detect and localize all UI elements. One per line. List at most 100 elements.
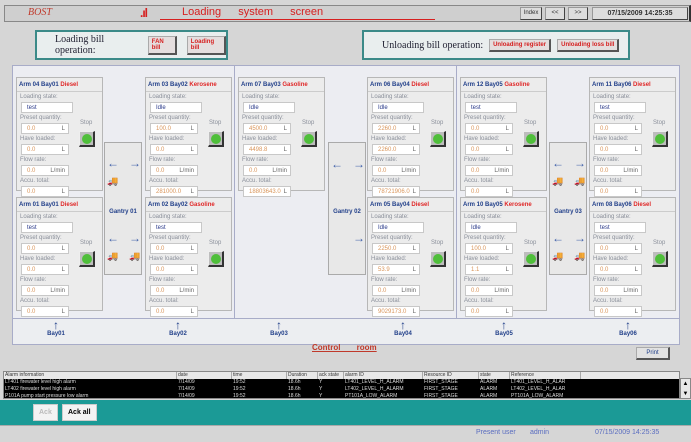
arm-id: Arm 01 xyxy=(19,202,40,208)
product: Diesel xyxy=(60,202,79,208)
loaded-label: Have loaded: xyxy=(371,256,407,262)
preset-label: Preset quantity: xyxy=(242,115,284,121)
scroll-up-icon[interactable]: ▲ xyxy=(682,381,689,387)
index-button[interactable]: Index xyxy=(520,7,542,20)
total-value: 0.0 xyxy=(27,189,36,195)
arrow-right-icon[interactable]: → xyxy=(574,231,586,245)
arrow-right-icon[interactable]: → xyxy=(129,231,141,245)
arrow-right-icon[interactable]: → xyxy=(574,156,586,170)
preset-field: 0.0 L xyxy=(21,243,69,254)
bay-label: Bay05 xyxy=(495,331,513,337)
stop-button[interactable] xyxy=(208,131,224,147)
flow-field: 0.0 L/min xyxy=(21,285,69,296)
alarm-scrollbar[interactable]: ▲ ▼ xyxy=(680,378,691,399)
alarm-cell: 19:52 xyxy=(233,379,246,385)
alarm-row[interactable]: LT401 firewater level high alarm 7/14/09 1… xyxy=(4,379,679,386)
bay-row xyxy=(13,318,679,344)
bay-marker: ↑ Bay06 xyxy=(608,318,648,337)
column-header[interactable]: Reference xyxy=(510,372,581,379)
control-room-link[interactable]: Control room xyxy=(312,343,377,352)
arrow-left-icon[interactable]: ← xyxy=(107,156,119,170)
loaded-field: 0.0 L xyxy=(465,144,513,155)
stop-button[interactable] xyxy=(652,251,668,267)
fan-bill-button[interactable]: FAN bill xyxy=(147,35,177,55)
unit-label: L xyxy=(61,309,65,315)
loaded-label: Have loaded: xyxy=(20,256,56,262)
column-header[interactable]: ack state xyxy=(318,372,344,379)
column-header[interactable]: time xyxy=(232,372,287,379)
column-header[interactable]: Duration xyxy=(287,372,318,379)
stop-button[interactable] xyxy=(652,131,668,147)
arrow-right-icon[interactable]: → xyxy=(353,231,365,245)
scroll-down-icon[interactable]: ▼ xyxy=(682,391,689,397)
flow-field: 0.0 L/min xyxy=(594,285,642,296)
unloading-register-button[interactable]: Unloading register xyxy=(489,38,552,52)
stop-button[interactable] xyxy=(523,131,539,147)
total-label: Accu. total: xyxy=(149,178,179,184)
stop-button[interactable] xyxy=(208,251,224,267)
arrow-left-icon[interactable]: ← xyxy=(552,231,564,245)
unit-label: L xyxy=(634,309,638,315)
column-header[interactable]: state xyxy=(479,372,510,379)
arrow-right-icon[interactable]: → xyxy=(353,157,365,171)
signal-icon: .ıl xyxy=(140,6,148,20)
stop-button[interactable] xyxy=(79,251,95,267)
unloading-loss-bill-button[interactable]: Unloading loss bill xyxy=(557,38,620,52)
preset-field: 2260.0 L xyxy=(372,123,420,134)
arrow-left-icon[interactable]: ← xyxy=(552,156,564,170)
loaded-value: 1.1 xyxy=(471,267,480,273)
unit-label: L xyxy=(190,147,194,153)
column-header[interactable]: alarm ID xyxy=(344,372,423,379)
loading-ops-label: Loading bill operation: xyxy=(55,34,105,56)
title-bar xyxy=(4,5,691,22)
unloading-ops-label: Unloading bill operation: xyxy=(382,39,484,51)
unit-label: L/min xyxy=(179,288,194,294)
loaded-label: Have loaded: xyxy=(371,136,407,142)
loading-bill-button[interactable]: Loading bill xyxy=(186,35,226,55)
arm-id: Arm 02 xyxy=(148,202,169,208)
stop-button[interactable] xyxy=(430,131,446,147)
unit-label: L xyxy=(412,309,416,315)
stop-button[interactable] xyxy=(430,251,446,267)
state-value: Idle xyxy=(156,105,166,111)
ack-button[interactable]: Ack xyxy=(33,404,58,421)
arm-id: Arm 04 xyxy=(19,82,40,88)
state-label: Loading state: xyxy=(371,94,409,100)
print-button[interactable]: Print xyxy=(636,347,670,360)
arrow-up-icon: ↑ xyxy=(625,318,631,332)
unit-label: L xyxy=(634,246,638,252)
unit-label: L/min xyxy=(494,288,509,294)
column-header[interactable]: Resource ID xyxy=(423,372,479,379)
unit-label: L xyxy=(505,189,509,195)
next-button[interactable]: >> xyxy=(568,7,588,20)
flow-field: 0.0 L/min xyxy=(372,165,420,176)
truck-icon: 🚚 xyxy=(129,251,141,261)
column-header[interactable]: Alarm information xyxy=(4,372,177,379)
flow-value: 0.0 xyxy=(27,288,36,294)
ack-all-button[interactable]: Ack all xyxy=(62,404,97,421)
arrow-left-icon[interactable]: ← xyxy=(331,157,343,171)
bay-id: Bay01 xyxy=(41,82,59,88)
unit-label: L xyxy=(412,147,416,153)
state-field: test xyxy=(21,222,73,233)
arrow-right-icon[interactable]: → xyxy=(129,156,141,170)
stop-button[interactable] xyxy=(523,251,539,267)
stop-button[interactable] xyxy=(79,131,95,147)
total-field: 0.0 L xyxy=(594,186,642,197)
arrow-left-icon[interactable]: ← xyxy=(107,231,119,245)
column-header[interactable]: date xyxy=(177,372,232,379)
unit-label: L xyxy=(61,267,65,273)
alarm-row[interactable]: LT402 firewater level high alarm 7/14/09 1… xyxy=(4,386,679,393)
alarm-cell: LT402_LEVEL_H_ALAR xyxy=(511,386,566,392)
prev-button[interactable]: << xyxy=(545,7,565,20)
stop-button[interactable] xyxy=(301,131,317,147)
alarm-row[interactable]: P101A pump start pressure low alarm 7/14/… xyxy=(4,393,679,400)
preset-field: 0.0 L xyxy=(150,243,198,254)
bay-label: Bay03 xyxy=(270,331,288,337)
truck-icon: 🚚 xyxy=(574,176,586,186)
status-light-icon xyxy=(655,134,665,144)
preset-field: 0.0 L xyxy=(594,243,642,254)
bay-marker: ↑ Bay05 xyxy=(484,319,524,337)
bay-id: Bay05 xyxy=(485,82,503,88)
truck-icon: 🚚 xyxy=(574,251,586,261)
